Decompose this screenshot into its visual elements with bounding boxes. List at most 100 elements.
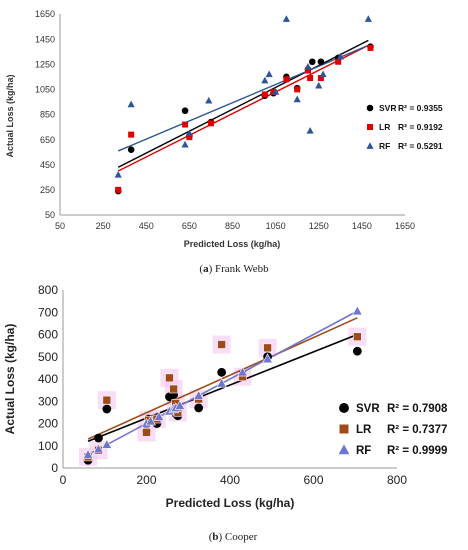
chart-a-rf-point: [127, 100, 135, 108]
chart-b-svr-point: [94, 433, 103, 443]
chart-b-xtick-label: 600: [303, 473, 323, 487]
chart-a-rf-point: [304, 62, 312, 70]
chart-b-ytick-label: 600: [38, 328, 58, 342]
chart-b-rf-point: [262, 353, 273, 364]
chart-a-svr-point: [308, 58, 316, 66]
chart-b-yticks: 0 100 200 300 400 500 600 700 800: [38, 283, 58, 475]
chart-a-xtick-label: 850: [225, 221, 240, 231]
chart-b-svr-point: [194, 403, 204, 413]
chart-a-rf-point: [315, 81, 323, 89]
chart-b-rf-point: [153, 411, 165, 421]
chart-a-legend-rf-marker: [366, 142, 374, 149]
chart-a-ytick-label: 1450: [35, 34, 55, 44]
chart-a-rf-point: [114, 171, 122, 178]
chart-a-rf-point: [265, 70, 273, 78]
chart-a-lr-point: [283, 76, 290, 83]
chart-b-lr-point: [102, 395, 112, 405]
chart-a-caption-close: ): [209, 263, 215, 275]
chart-a-caption: (a) Frank Webb: [199, 263, 269, 275]
chart-b-ytick-label: 400: [38, 372, 58, 386]
chart-a-svr-point: [181, 107, 189, 115]
chart-b-xtick-label: 800: [387, 473, 407, 487]
chart-a-xlabel: Predicted Loss (kg/ha): [184, 239, 281, 249]
chart-a-lr-point: [367, 44, 374, 51]
chart-b-svr-point: [352, 346, 362, 356]
chart-a-rf-point: [293, 95, 301, 103]
chart-b-legend-lr-marker: [339, 424, 349, 434]
chart-a-legend-rf-r2: R² = 0.5291: [398, 141, 443, 151]
chart-a-lr-point: [304, 67, 311, 74]
chart-a-lr-trendline: [117, 44, 369, 172]
chart-b-lr-trendline: [87, 317, 358, 440]
chart-a-lr-point: [307, 75, 314, 82]
chart-b-ytick-label: 100: [38, 439, 58, 453]
chart-b-lr-point: [217, 340, 226, 349]
chart-b-ytick-label: 700: [38, 305, 58, 319]
chart-b-caption-close: ): [218, 531, 224, 543]
chart-a-rf-point: [282, 15, 291, 22]
chart-b-lr-point: [165, 373, 174, 383]
chart-a-lr-point: [294, 86, 301, 93]
chart-a-legend-svr-marker: [366, 104, 374, 112]
chart-a-svr-point: [127, 146, 135, 153]
chart-a-svr-trendline: [117, 39, 369, 168]
chart-a-legend-lr-marker: [367, 124, 373, 130]
chart-b-svr-trendline: [87, 333, 358, 443]
chart-b-caption-open: (: [209, 531, 213, 543]
chart-a-yticks: 50 250 450 650 850 1050 1250 1450 1650: [35, 9, 55, 220]
chart-a: 50 250 450 650 850 1050 1250 1450 1650 50 250 450 6…: [5, 9, 443, 275]
chart-a-lr-point: [186, 134, 193, 141]
chart-a-legend-svr-r2: R² = 0.9355: [398, 103, 443, 113]
chart-b-xtick-label: 400: [220, 473, 240, 487]
chart-b-lr-point: [142, 428, 151, 437]
chart-a-lr-point: [182, 121, 189, 128]
chart-a-xtick-label: 1250: [309, 221, 329, 231]
chart-b-legend-rf-label: RF: [356, 445, 371, 457]
chart-b-rf-point: [352, 305, 363, 316]
chart-a-rf-point: [306, 127, 314, 134]
chart-b-caption: (b) Cooper: [209, 531, 258, 543]
chart-b-legend: SVR R² = 0.7908 LR R² = 0.7377 RF R² = 0.9999: [338, 403, 448, 457]
chart-b-caption-letter: b: [212, 531, 218, 543]
chart-a-xticks: 50 250 450 650 850 1050 1250 1450 1650: [55, 221, 415, 231]
chart-a-rf-point: [205, 96, 213, 104]
chart-b-lr-point: [353, 332, 362, 342]
chart-b-legend-rf-marker: [338, 444, 350, 455]
chart-a-lr-point: [317, 75, 324, 82]
chart-b-rf-point: [216, 377, 227, 388]
chart-b-xtick-label: 200: [136, 473, 156, 487]
chart-a-legend-lr-label: LR: [379, 122, 390, 132]
chart-b-legend-svr-r2: R² = 0.7908: [387, 403, 448, 415]
chart-a-lr-point: [335, 58, 342, 65]
chart-b-plot: [79, 305, 367, 466]
chart-b-rf-point: [93, 443, 104, 454]
chart-b-legend-lr-r2: R² = 0.7377: [387, 424, 447, 436]
chart-a-xtick-label: 1050: [266, 221, 286, 231]
chart-b-svr-point: [102, 404, 112, 414]
chart-a-lr-point: [261, 91, 268, 98]
chart-b-rf-point: [174, 400, 186, 410]
chart-a-rf-point: [319, 70, 327, 78]
chart-a-legend-lr-r2: R² = 0.9192: [398, 122, 443, 132]
chart-a-xtick-label: 450: [139, 221, 154, 231]
chart-b-ylabel: Actual Loss (kg/ha): [3, 324, 17, 435]
chart-a-xtick-label: 1650: [395, 221, 415, 231]
chart-b-legend-svr-label: SVR: [356, 403, 380, 415]
chart-a-legend-svr-label: SVR: [379, 103, 396, 113]
chart-a-legend-rf-label: RF: [379, 141, 390, 151]
chart-b-legend-lr-label: LR: [356, 424, 372, 436]
chart-b-rf-point: [145, 415, 156, 426]
chart-a-lr-point: [270, 88, 277, 95]
chart-a-rf-point: [272, 88, 280, 95]
chart-a-ylabel: Actual Loss (kg/ha): [5, 74, 15, 157]
chart-b-xlabel: Predicted Loss (kg/ha): [166, 496, 295, 510]
chart-b-rf-point: [193, 390, 204, 400]
chart-a-caption-text: Frank Webb: [215, 263, 269, 275]
chart-b-rf-point: [101, 438, 113, 449]
chart-a-caption-open: (: [199, 263, 203, 275]
chart-a-rf-point: [336, 52, 344, 60]
chart-a-xtick-label: 650: [182, 221, 197, 231]
chart-b-legend-svr-marker: [339, 403, 349, 413]
chart-b-svr-point: [217, 367, 227, 377]
chart-b-xticks: 0 200 400 600 800: [60, 473, 408, 487]
